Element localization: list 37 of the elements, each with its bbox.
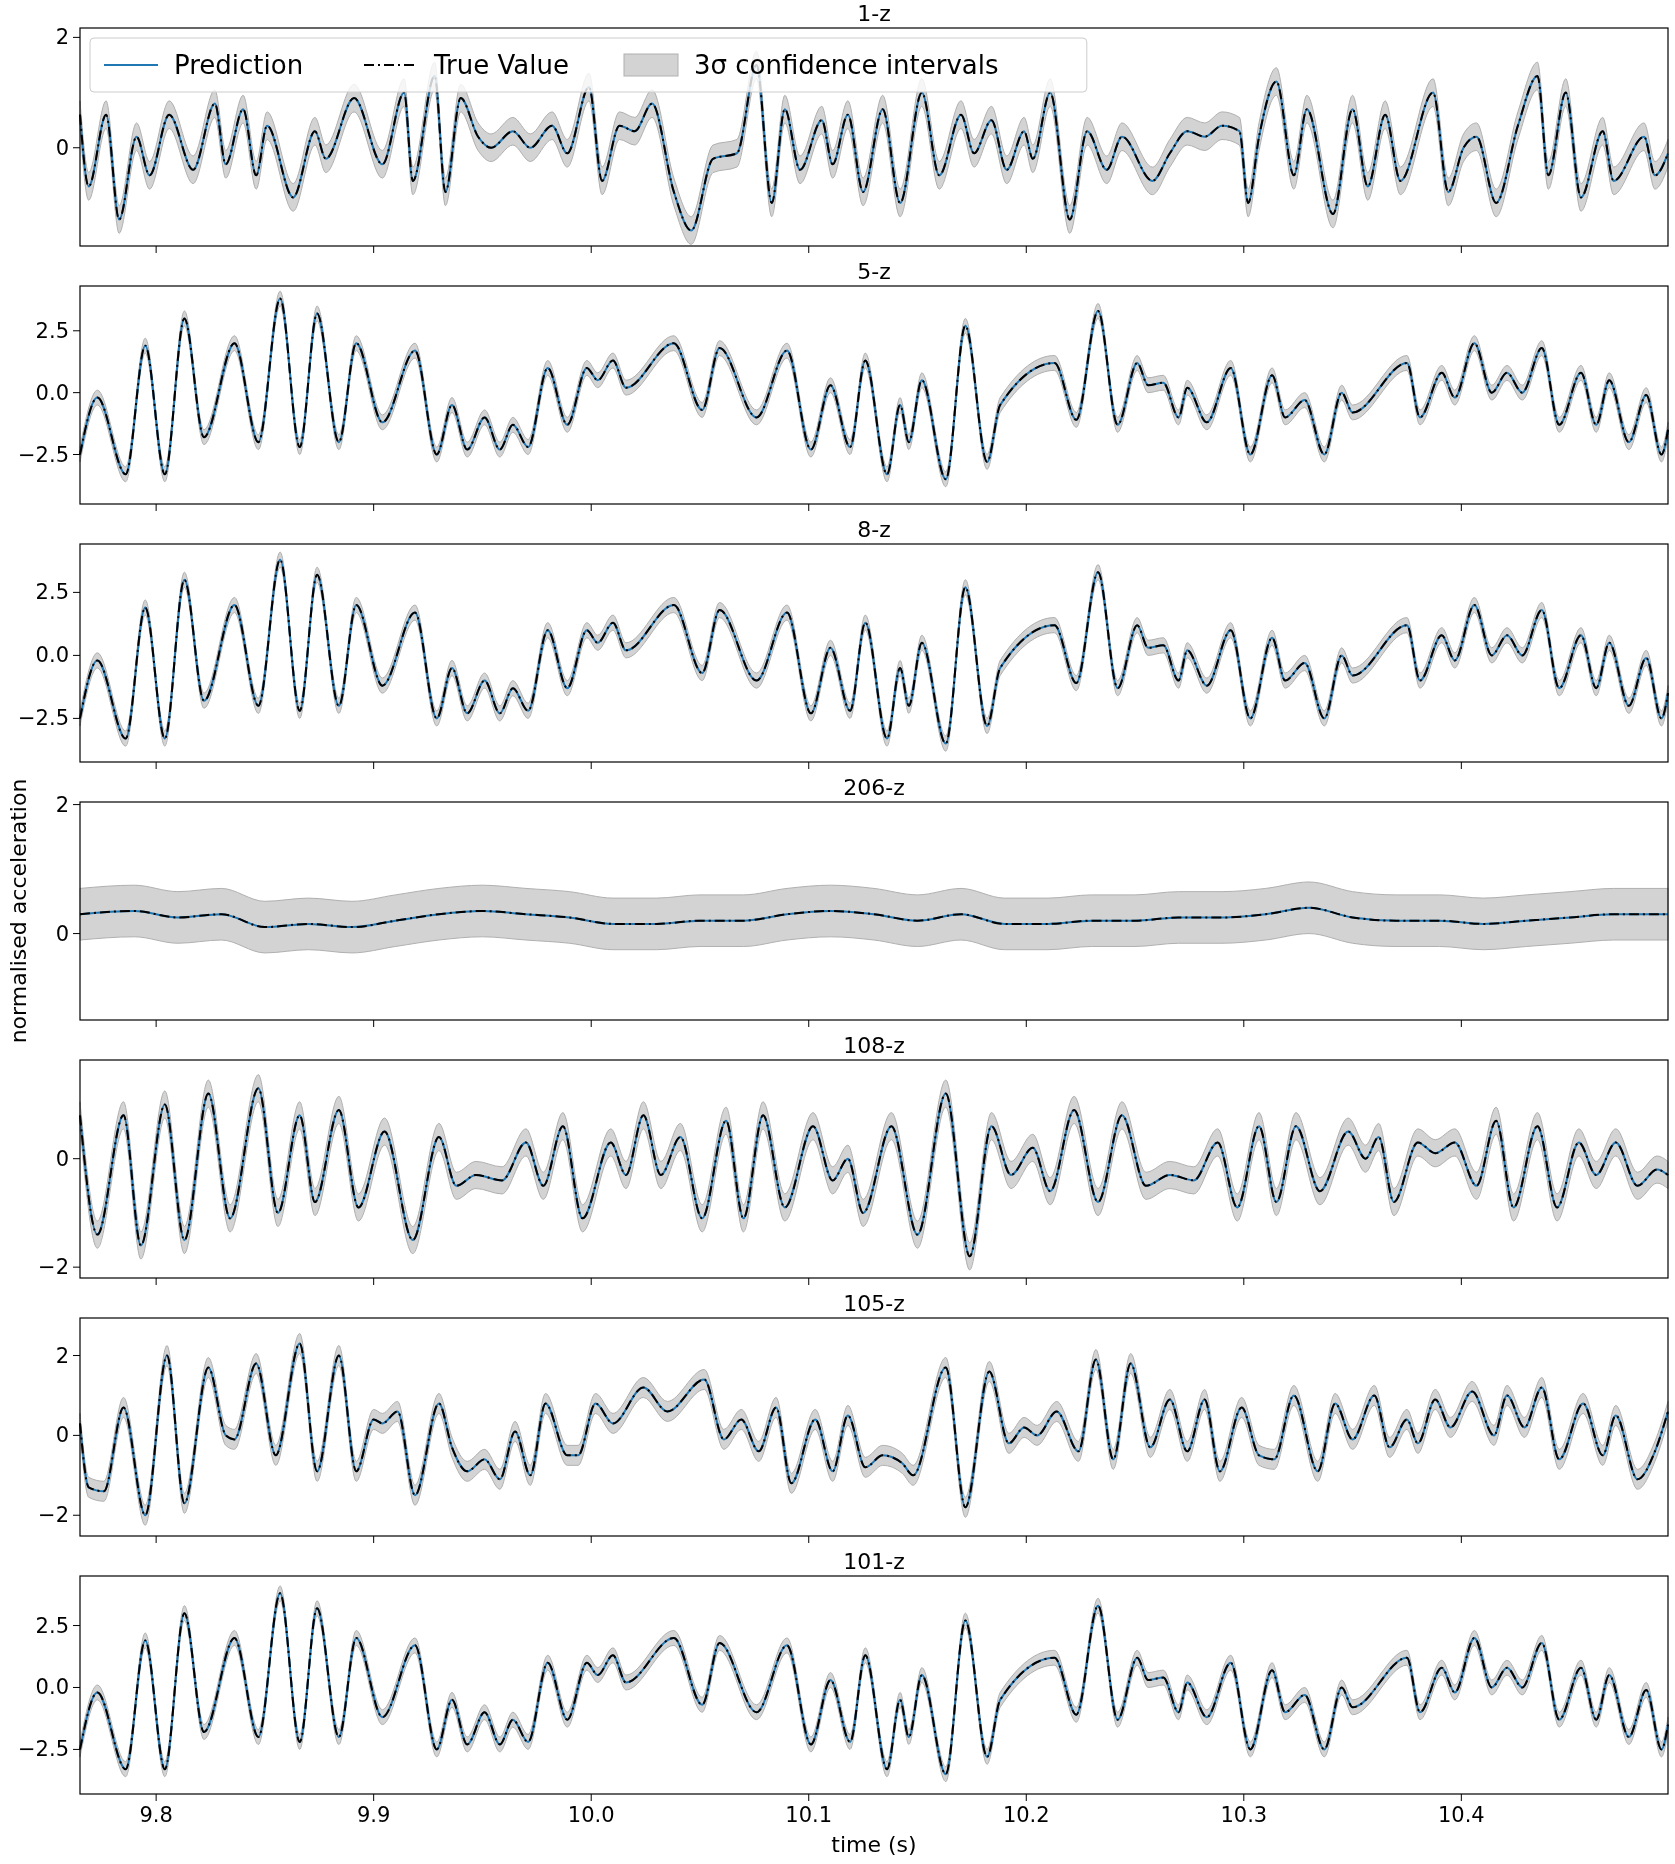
x-tick-label: 10.1 [785, 1803, 833, 1827]
legend-label: Prediction [174, 50, 304, 80]
chart-title: 105-z [843, 1291, 905, 1316]
y-tick-label: 2.5 [35, 580, 69, 605]
x-tick-label: 9.9 [356, 1803, 391, 1827]
y-tick-label: 0 [55, 135, 69, 160]
chart-title: 5-z [857, 259, 891, 284]
y-tick-label: 0.0 [35, 1675, 69, 1700]
y-tick-label: 2.5 [35, 1613, 69, 1638]
legend-label: True Value [433, 50, 569, 80]
y-tick-label: 0 [55, 1423, 69, 1448]
chart-title: 1-z [857, 1, 891, 26]
y-tick-label: 2 [55, 1343, 69, 1368]
y-tick-label: 2.5 [35, 318, 69, 343]
y-tick-label: 0.0 [35, 643, 69, 668]
chart-title: 108-z [843, 1033, 905, 1058]
y-axis-title: normalised acceleration [6, 778, 31, 1044]
y-tick-label: 0 [55, 921, 69, 946]
y-tick-label: 0.0 [35, 380, 69, 405]
chart-title: 206-z [843, 775, 905, 800]
x-tick-label: 9.8 [139, 1803, 173, 1827]
y-tick-label: −2 [38, 1503, 69, 1528]
y-tick-label: −2 [38, 1255, 69, 1280]
x-tick-label: 10.3 [1220, 1803, 1268, 1827]
chart-title: 8-z [857, 517, 891, 542]
y-tick-label: −2.5 [18, 442, 69, 467]
x-axis-title: time (s) [831, 1832, 917, 1857]
chart-title: 101-z [843, 1549, 905, 1574]
x-tick-label: 10.4 [1437, 1803, 1485, 1827]
x-tick-label: 10.0 [567, 1803, 615, 1827]
y-tick-label: −2.5 [18, 706, 69, 731]
x-tick-label: 10.2 [1002, 1803, 1050, 1827]
annotation: 3σ confidence intervals [694, 50, 999, 80]
y-tick-label: 2 [55, 25, 69, 50]
y-tick-label: 0 [55, 1146, 69, 1171]
y-tick-label: 2 [55, 792, 69, 817]
y-tick-label: −2.5 [18, 1737, 69, 1762]
